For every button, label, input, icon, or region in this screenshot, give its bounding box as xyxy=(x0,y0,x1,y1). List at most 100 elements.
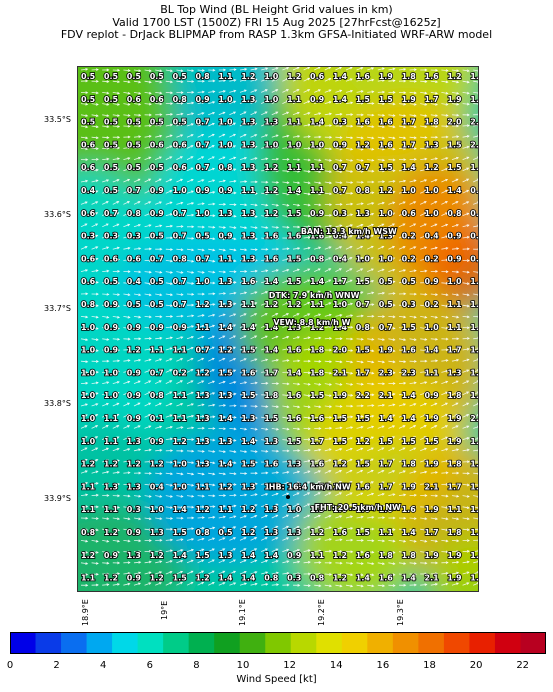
wind-arrow xyxy=(144,484,152,486)
wind-arrow xyxy=(335,372,342,374)
wind-arrow-head xyxy=(95,79,99,83)
wind-arrow-head xyxy=(455,425,459,428)
wind-arrow-head xyxy=(106,381,110,384)
wind-arrow xyxy=(218,324,225,328)
wind-arrow-head xyxy=(456,528,460,532)
bl-height-value: 1.1 xyxy=(104,414,119,423)
wind-arrow-head xyxy=(106,136,110,139)
wind-arrow-head xyxy=(317,66,321,70)
wind-arrow xyxy=(356,437,363,440)
wind-arrow xyxy=(324,515,332,519)
wind-arrow xyxy=(367,415,374,418)
wind-arrow xyxy=(239,204,247,206)
wind-arrow-head xyxy=(211,156,215,159)
wind-arrow-head xyxy=(137,167,141,171)
wind-arrow-head xyxy=(435,281,439,285)
wind-arrow-head xyxy=(297,371,301,374)
wind-arrow xyxy=(239,248,247,251)
wind-arrow xyxy=(186,484,194,486)
wind-arrow xyxy=(229,324,236,328)
wind-arrow-head xyxy=(85,551,89,554)
wind-arrow-head xyxy=(413,349,417,352)
bl-height-value: 1.2 xyxy=(150,460,164,469)
wind-arrow-head xyxy=(296,77,300,81)
wind-arrow-head xyxy=(137,380,141,384)
wind-arrow xyxy=(324,290,331,295)
wind-arrow xyxy=(197,123,204,127)
wind-arrow-head xyxy=(148,347,152,351)
bl-height-value: 0.7 xyxy=(379,323,393,332)
wind-arrow-head xyxy=(403,516,407,520)
wind-arrow-head xyxy=(191,259,195,263)
wind-arrow xyxy=(430,436,437,440)
wind-arrow xyxy=(165,484,173,486)
wind-arrow xyxy=(314,416,321,419)
wind-arrow xyxy=(165,260,173,262)
wind-arrow-head xyxy=(233,570,237,574)
wind-arrow xyxy=(271,67,279,71)
wind-arrow-head xyxy=(286,169,290,173)
wind-arrow xyxy=(229,226,236,229)
wind-arrow-head xyxy=(339,415,343,419)
wind-arrow-head xyxy=(423,447,427,451)
wind-arrow xyxy=(176,472,183,475)
wind-arrow xyxy=(388,180,395,183)
wind-arrow-head xyxy=(413,304,417,308)
wind-arrow xyxy=(462,425,469,429)
wind-arrow-head xyxy=(275,416,280,420)
wind-arrow xyxy=(261,359,268,362)
bl-height-values: 0.5 0.5 0.5 0.5 0.5 0.8 1.1 1.2 1.0 1.2 0.6 1.4 1.6 1… xyxy=(80,71,479,583)
wind-arrow-head xyxy=(318,537,322,541)
wind-arrow xyxy=(345,90,353,93)
wind-arrow xyxy=(324,181,332,184)
wind-arrow xyxy=(282,100,289,104)
bl-height-value: 0.9 xyxy=(127,368,142,377)
wind-arrow xyxy=(197,134,204,138)
wind-arrow xyxy=(303,481,310,485)
wind-arrow xyxy=(409,494,417,496)
wind-arrow xyxy=(451,201,459,205)
wind-arrow-head xyxy=(180,156,184,159)
wind-arrow-head xyxy=(382,180,386,184)
wind-arrow xyxy=(345,102,353,104)
wind-arrow xyxy=(367,268,374,272)
wind-arrow-head xyxy=(127,436,131,440)
wind-arrow-head xyxy=(403,349,407,353)
wind-arrow-head xyxy=(191,426,195,430)
bl-height-value: 1.3 xyxy=(218,209,232,218)
wind-arrow-head xyxy=(360,481,364,484)
wind-arrow xyxy=(229,472,236,475)
wind-arrow xyxy=(451,248,459,250)
wind-arrow-head xyxy=(244,450,248,453)
wind-arrow xyxy=(102,540,109,542)
wind-arrow xyxy=(292,135,300,138)
wind-arrow-head xyxy=(106,80,110,83)
wind-arrow-head xyxy=(275,89,279,92)
wind-arrow xyxy=(261,428,268,430)
wind-arrow-head xyxy=(170,325,174,329)
bl-height-value: 1.0 xyxy=(104,368,119,377)
bl-height-value: 1.6 xyxy=(264,232,279,241)
bl-height-value: 1.2 xyxy=(104,460,118,469)
wind-arrow xyxy=(377,562,385,565)
wind-arrow xyxy=(430,370,438,373)
wind-arrow xyxy=(356,170,364,172)
wind-arrow xyxy=(303,561,311,564)
wind-arrow-head xyxy=(127,157,131,160)
wind-arrow-head xyxy=(275,122,279,126)
wind-arrow xyxy=(420,414,427,418)
wind-arrow-head xyxy=(106,482,110,486)
wind-arrow-head xyxy=(159,472,163,475)
wind-arrow-head xyxy=(317,279,321,282)
wind-arrow-head xyxy=(413,539,417,543)
wind-arrow-head xyxy=(392,315,396,319)
wind-arrow xyxy=(420,235,427,239)
wind-arrow xyxy=(377,292,385,295)
bl-height-value: 0.7 xyxy=(196,163,210,172)
wind-arrow-head xyxy=(117,561,121,565)
bl-height-value: 1.2 xyxy=(264,163,278,172)
wind-arrow xyxy=(91,528,99,531)
wind-arrow xyxy=(377,67,385,71)
wind-arrow xyxy=(345,527,353,530)
wind-arrow-head xyxy=(127,539,131,543)
